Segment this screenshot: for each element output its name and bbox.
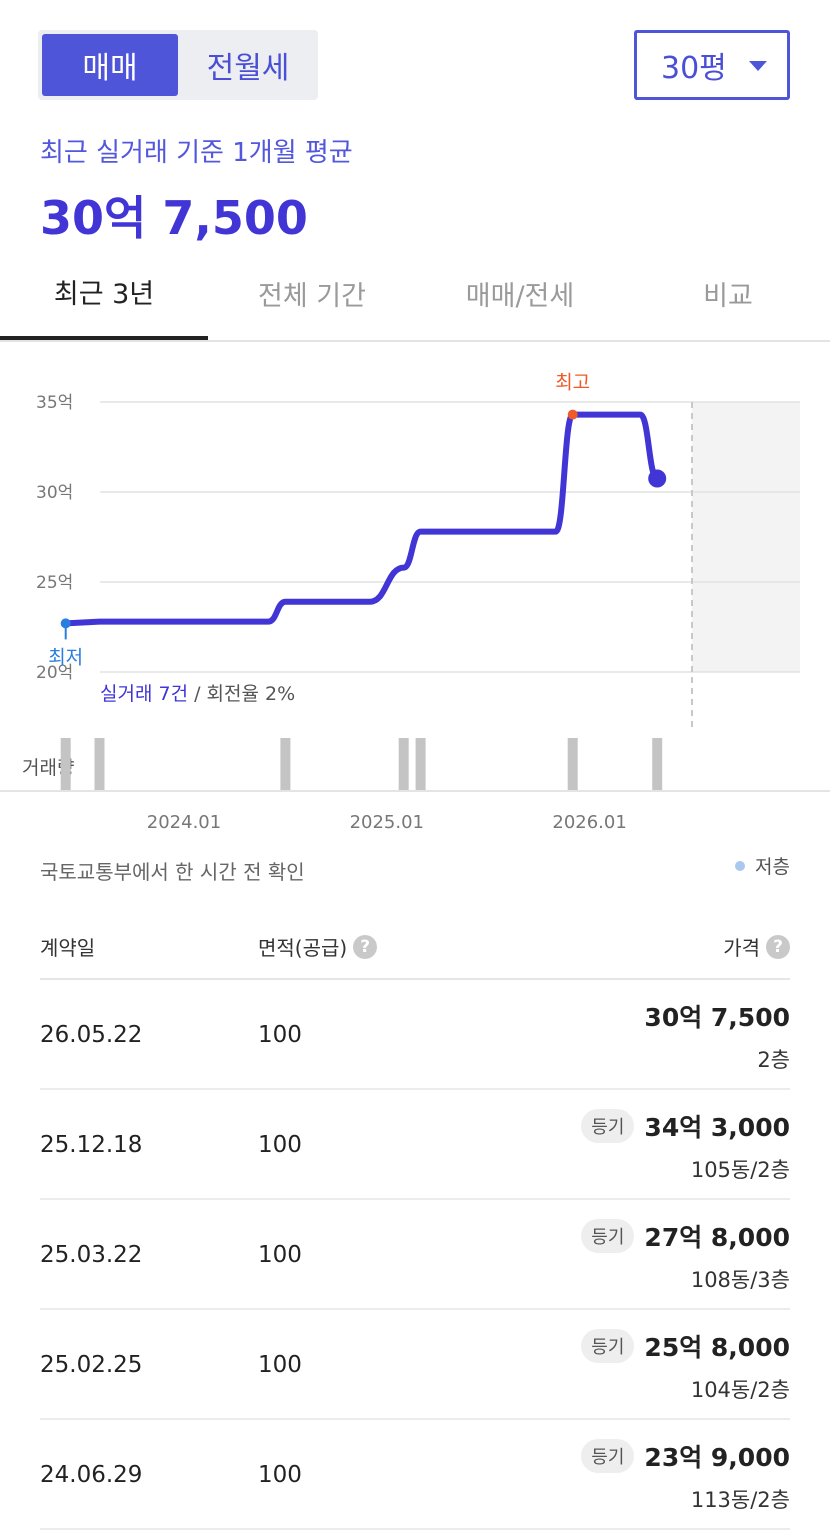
tab-sale-vs-jeonse[interactable]: 매매/전세 [465,280,575,312]
price-line: 30억 7,500 [644,998,790,1034]
size-select[interactable]: 30평 [634,30,790,100]
price-line: 등기 25억 8,000 [581,1328,790,1364]
area-value: 100 [258,1132,302,1158]
volume-bar [398,738,409,791]
table-row[interactable]: 25.02.25 100 등기 25억 8,000 104동/2층 [40,1310,790,1420]
volume-bar [94,738,105,791]
price-value: 25억 8,000 [644,1333,790,1362]
help-icon[interactable]: ? [353,934,378,959]
price-value: 30억 7,500 [644,1003,790,1032]
rent-tab-button[interactable]: 전월세 [206,51,290,86]
price-value: 23억 9,000 [644,1443,790,1472]
tab-recent-3-years[interactable]: 최근 3년 [0,256,208,340]
average-price: 30억 7,500 [40,191,308,245]
area-value: 100 [258,1352,302,1378]
latest-point-marker[interactable] [648,469,667,488]
price-value: 34억 3,000 [644,1113,790,1142]
registered-badge: 등기 [581,1329,635,1363]
volume-bar [60,738,71,791]
high-label: 최고 [555,372,590,394]
contract-date: 25.03.22 [40,1242,143,1268]
table-header: 계약일 면적(공급) ? 가격 ? [40,914,790,980]
table-row[interactable]: 25.12.18 100 등기 34억 3,000 105동/2층 [40,1090,790,1200]
table-row[interactable]: 26.05.22 100 30억 7,500 2층 [40,980,790,1090]
x-tick-label: 2024.01 [147,812,221,833]
volume-bar [280,738,291,791]
volume-bar [652,738,663,791]
floor-info: 105동/2층 [690,1158,790,1182]
tab-all-period[interactable]: 전체 기간 [258,280,366,312]
low-label: 최저 [48,646,83,668]
low-point-marker [60,618,71,629]
average-label: 최근 실거래 기준 1개월 평균 [40,138,353,168]
trade-type-toggle: 매매 전월세 [38,30,318,100]
contract-date: 25.02.25 [40,1352,143,1378]
period-tabs: 최근 3년 전체 기간 매매/전세 비교 [0,256,830,342]
tab-compare[interactable]: 비교 [703,280,753,312]
y-tick-label: 25억 [36,573,73,593]
high-point-marker [567,409,578,420]
contract-date: 25.12.18 [40,1132,143,1158]
price-trend-line [62,411,661,627]
header-area: 면적(공급) ? [258,932,378,961]
help-icon[interactable]: ? [766,934,790,959]
registered-badge: 등기 [581,1219,635,1253]
header-price: 가격 ? [723,932,790,961]
y-tick-label: 20억 [36,663,73,683]
floor-info: 113동/2층 [690,1488,790,1512]
x-tick-label: 2025.01 [350,812,424,833]
header-price-label: 가격 [723,936,760,960]
legend-low-floor: 저층 [735,852,790,879]
floor-info: 2층 [757,1048,790,1072]
x-tick-label: 2026.01 [552,812,626,833]
size-select-value: 30평 [661,51,727,86]
table-row[interactable]: 24.06.29 100 등기 23억 9,000 113동/2층 [40,1420,790,1530]
area-value: 100 [258,1022,302,1048]
floor-info: 104동/2층 [690,1378,790,1402]
forecast-area [692,402,800,672]
trade-count-label: 실거래 7건 / 회전율 2% [100,683,295,705]
contract-date: 24.06.29 [40,1462,143,1488]
header-date: 계약일 [40,936,96,960]
y-tick-label: 30억 [36,483,73,503]
volume-bar [415,738,426,791]
price-line: 등기 34억 3,000 [581,1108,790,1144]
source-note: 국토교통부에서 한 시간 전 확인 [40,860,305,884]
area-value: 100 [258,1242,302,1268]
volume-bar [567,738,578,791]
table-row[interactable]: 25.03.22 100 등기 27억 8,000 108동/3층 [40,1200,790,1310]
price-line: 등기 27억 8,000 [581,1218,790,1254]
price-value: 27억 8,000 [644,1223,790,1252]
contract-date: 26.05.22 [40,1022,143,1048]
header-area-label: 면적(공급) [258,936,348,960]
y-tick-label: 35억 [36,393,73,413]
caret-down-icon [749,61,767,71]
sale-tab-button[interactable]: 매매 [42,34,178,96]
floor-info: 108동/3층 [690,1268,790,1292]
legend-low-floor-label: 저층 [755,856,790,878]
registered-badge: 등기 [581,1439,635,1473]
price-line: 등기 23억 9,000 [581,1438,790,1474]
registered-badge: 등기 [581,1109,635,1143]
low-floor-dot-icon [735,860,746,871]
area-value: 100 [258,1462,302,1488]
